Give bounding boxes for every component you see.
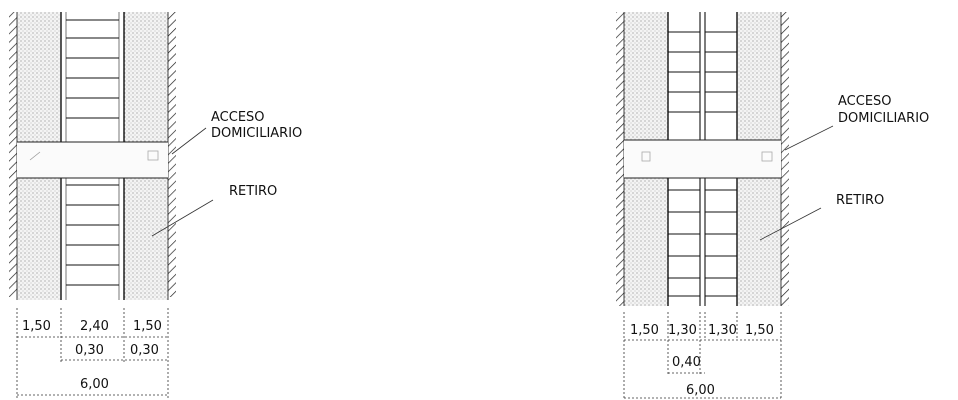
boundary-hatch-right [168,12,176,297]
setback-label: RETIRO [229,184,277,199]
setback-label: RETIRO [836,193,884,208]
dim-lane-left: 1,30 [668,323,697,338]
dim-sidewalk-left: 1,50 [630,323,659,338]
dim-sidewalk-right: 1,50 [133,319,162,334]
boundary-hatch-left [9,12,17,297]
leader-lines [151,127,214,237]
boundary-hatch-left [616,12,624,306]
pavement-slabs [66,19,119,286]
gutter-lines [65,12,120,300]
dim-curb-right: 0,30 [130,343,159,358]
access-label-line2: DOMICILIARIO [838,111,929,126]
driveway-band [624,139,781,179]
dim-total: 6,00 [80,377,109,392]
median-line [699,12,706,306]
profile-right: ACCESO DOMICILIARIO RETIRO 1,50 1,30 1,3… [616,12,929,400]
access-label-line1: ACCESO [211,110,265,125]
sidewalk-right [124,178,168,300]
dim-curb-left: 0,30 [75,343,104,358]
sidewalk-left [624,12,668,140]
sidewalk-left [17,178,61,300]
sidewalk-right [124,12,168,142]
dim-sidewalk-right: 1,50 [745,323,774,338]
dim-sidewalk-left: 1,50 [22,319,51,334]
pavement-slabs [668,31,737,297]
sidewalk-right [737,12,781,140]
dim-total: 6,00 [686,383,715,398]
dim-lane-right: 1,30 [708,323,737,338]
sidewalk-right [737,178,781,306]
boundary-hatch-right [781,12,789,306]
sidewalk-left [17,12,61,142]
dim-road: 2,40 [80,319,109,334]
driveway-band [17,141,168,179]
dimension-lines [16,308,169,398]
profile-left: ACCESO DOMICILIARIO RETIRO 1,50 2,40 1,5… [9,12,302,398]
access-label-line1: ACCESO [838,94,892,109]
leader-lines [759,125,834,241]
dimension-lines [623,312,782,400]
access-label-line2: DOMICILIARIO [211,126,302,141]
sidewalk-left [624,178,668,306]
dim-median: 0,40 [672,355,701,370]
